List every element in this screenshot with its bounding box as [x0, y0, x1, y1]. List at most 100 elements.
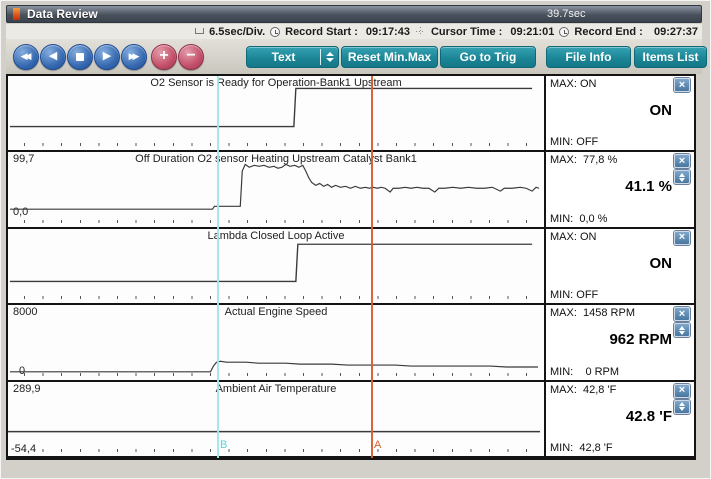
max-value: MAX: ON [550, 78, 597, 90]
zoom-out-button[interactable]: − [178, 43, 204, 70]
scale-max-label: 99,7 [13, 153, 35, 166]
current-value: 42.8 'F [625, 407, 672, 425]
close-strip-button[interactable]: × [674, 307, 690, 322]
strip-value-panel: MAX: 77,8 % 41.1 % MIN: 0,0 % × [546, 152, 692, 227]
close-icon: × [678, 78, 686, 91]
zoom-in-button[interactable]: + [151, 43, 177, 70]
record-start-time: 09:17:43 [365, 25, 410, 38]
strip-o2-ready: O2 Sensor is Ready for Operation-Bank1 U… [8, 76, 694, 153]
close-strip-button[interactable]: × [674, 154, 690, 169]
record-start-clock-icon [270, 26, 281, 37]
dropdown-divider [320, 48, 321, 65]
items-list-label: Items List [642, 49, 699, 64]
title-bar: Data Review 39.7sec [6, 5, 702, 23]
close-strip-button[interactable]: × [674, 78, 690, 92]
minus-icon: − [186, 46, 196, 64]
strip-plot[interactable]: O2 Sensor is Ready for Operation-Bank1 U… [8, 76, 546, 151]
record-end-label: Record End : [574, 25, 649, 38]
record-start-label: Record Start : [285, 25, 361, 38]
stop-button[interactable] [67, 43, 93, 70]
close-strip-button[interactable]: × [674, 383, 690, 398]
max-value: MAX: ON [550, 230, 597, 243]
scale-min-label: 0,0 [13, 205, 29, 218]
current-value: 962 RPM [609, 331, 672, 349]
scale-adjust-button[interactable] [674, 323, 690, 338]
scale-adjust-button[interactable] [674, 399, 690, 414]
strip-value-panel: MAX: ON ON MIN: OFF × [546, 228, 692, 304]
reset-minmax-label: Reset Min.Max [347, 49, 432, 64]
close-strip-button[interactable]: × [674, 230, 690, 245]
step-back-button[interactable]: ◀ [40, 43, 66, 70]
min-value: MIN: OFF [550, 289, 599, 302]
time-ticks [24, 448, 536, 452]
toolbar: ◀◀ ◀ ▶ ▶▶ + − Text Reset Min.Max Go to T… [6, 39, 707, 74]
strip-lambda-loop: Lambda Closed Loop Active MAX: ON ON MIN… [8, 228, 694, 306]
chart-area: O2 Sensor is Ready for Operation-Bank1 U… [6, 74, 696, 460]
reset-minmax-button[interactable]: Reset Min.Max [341, 45, 438, 68]
updown-spinner-icon [326, 51, 334, 62]
cursor-a-line[interactable] [371, 76, 373, 458]
record-end-time: 09:27:37 [653, 25, 698, 38]
min-value: MIN: 0,0 % [550, 212, 608, 225]
strip-engine-speed: Actual Engine Speed 8000 0 MAX: 1458 RPM… [8, 305, 694, 382]
strip-title: Ambient Air Temperature [215, 382, 337, 395]
cursor-b-label: B [220, 438, 228, 451]
step-forward-icon: ▶ [102, 50, 112, 62]
scale-min-label: 0 [19, 364, 26, 377]
strip-value-panel: MAX: ON ON MIN: OFF × [546, 76, 692, 151]
close-icon: × [678, 307, 686, 320]
cursor-a-label: A [374, 438, 382, 451]
time-ticks [24, 143, 536, 147]
fast-rewind-button[interactable]: ◀◀ [13, 43, 39, 70]
cursor-time: 09:21:01 [510, 25, 555, 38]
file-info-button[interactable]: File Info [546, 45, 631, 68]
strip-value-panel: MAX: 42,8 'F 42.8 'F MIN: 42,8 'F × [546, 381, 692, 456]
updown-icon [679, 402, 685, 407]
display-mode-dropdown[interactable]: Text [246, 45, 339, 68]
strip-value-panel: MAX: 1458 RPM 962 RPM MIN: 0 RPM × [546, 305, 692, 380]
scale-max-label: 289,9 [13, 382, 41, 395]
items-list-button[interactable]: Items List [634, 45, 707, 68]
step-back-icon: ◀ [48, 50, 58, 62]
fast-forward-icon: ▶▶ [128, 51, 140, 61]
strip-plot[interactable]: Ambient Air Temperature 289,9 -54,4 B A [8, 381, 546, 456]
close-icon: × [678, 154, 686, 167]
time-ticks [24, 219, 536, 223]
time-ticks [24, 296, 536, 300]
max-value: MAX: 42,8 'F [550, 383, 617, 396]
strip-title: Lambda Closed Loop Active [207, 229, 345, 242]
strip-title: O2 Sensor is Ready for Operation-Bank1 U… [150, 77, 402, 89]
scale-max-label: 8000 [13, 306, 38, 319]
record-end-clock-icon [559, 26, 570, 37]
fast-rewind-icon: ◀◀ [20, 51, 32, 61]
go-to-trig-button[interactable]: Go to Trig [440, 45, 536, 68]
step-forward-button[interactable]: ▶ [94, 43, 120, 70]
strip-title: Actual Engine Speed [224, 306, 328, 319]
record-info-bar: 6.5sec/Div. Record Start : 09:17:43 Curs… [6, 24, 702, 39]
recording-duration: 39.7sec [547, 8, 586, 20]
max-value: MAX: 77,8 % [550, 154, 618, 167]
scale-min-label: -54,4 [11, 443, 36, 455]
strip-plot[interactable]: Actual Engine Speed 8000 0 [8, 305, 546, 380]
file-info-label: File Info [565, 49, 612, 64]
strip-plot[interactable]: Lambda Closed Loop Active [8, 228, 546, 304]
min-value: MIN: 0 RPM [550, 365, 620, 378]
scale-adjust-button[interactable] [674, 170, 690, 185]
max-value: MAX: 1458 RPM [550, 307, 635, 320]
div-scale-bracket-icon [195, 28, 205, 34]
updown-icon [679, 325, 685, 330]
time-per-division: 6.5sec/Div. [209, 25, 266, 38]
min-value: MIN: 42,8 'F [550, 441, 613, 454]
current-value: ON [649, 102, 673, 120]
current-value: ON [649, 254, 673, 272]
fast-forward-button[interactable]: ▶▶ [121, 43, 147, 70]
strip-title: Off Duration O2 sensor Heating Upstream … [135, 153, 417, 166]
strip-o2-heating: Off Duration O2 sensor Heating Upstream … [8, 152, 694, 229]
close-icon: × [678, 384, 686, 397]
app-icon [13, 8, 20, 20]
cursor-b-line[interactable] [217, 76, 219, 458]
strip-plot[interactable]: Off Duration O2 sensor Heating Upstream … [8, 152, 546, 227]
strip-ambient-temp: Ambient Air Temperature 289,9 -54,4 B A … [8, 381, 694, 458]
updown-icon [679, 172, 685, 177]
cursor-crosshair-icon [415, 26, 426, 37]
